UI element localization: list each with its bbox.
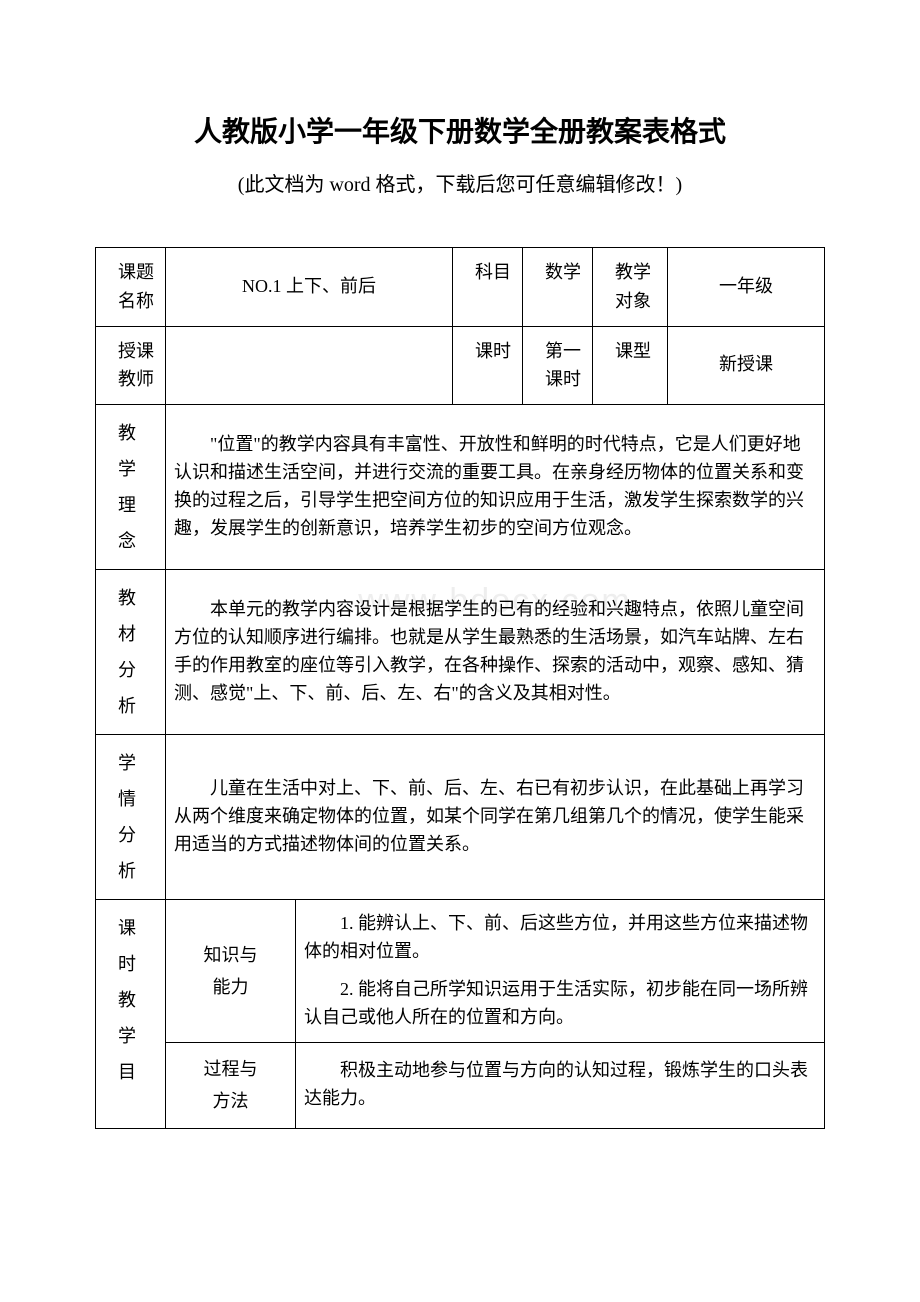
label-knowledge: 知识与 能力: [166, 900, 296, 1043]
label-period: 课时: [453, 326, 523, 405]
label-goals: 课 时 教 学 目: [96, 900, 166, 1128]
label-concept: 教 学 理 念: [96, 405, 166, 570]
label-type: 课型: [593, 326, 668, 405]
value-audience: 一年级: [668, 248, 825, 327]
value-concept: "位置"的教学内容具有丰富性、开放性和鲜明的时代特点，它是人们更好地认识和描述生…: [166, 405, 825, 570]
value-topic: NO.1 上下、前后: [166, 248, 453, 327]
table-row: 教 学 理 念 "位置"的教学内容具有丰富性、开放性和鲜明的时代特点，它是人们更…: [96, 405, 825, 570]
table-row: 课 时 教 学 目 知识与 能力 1. 能辨认上、下、前、后这些方位，并用这些方…: [96, 900, 825, 1043]
table-row: 学 情 分 析 儿童在生活中对上、下、前、后、左、右已有初步认识，在此基础上再学…: [96, 735, 825, 900]
label-audience: 教学对象: [593, 248, 668, 327]
label-teacher: 授课教师: [96, 326, 166, 405]
table-row: 授课教师 课时 第一课时 课型 新授课: [96, 326, 825, 405]
page-subtitle: (此文档为 word 格式，下载后您可任意编辑修改！): [95, 168, 825, 197]
value-material: www bdocx com 本单元的教学内容设计是根据学生的已有的经验和兴趣特点…: [166, 570, 825, 735]
label-topic: 课题名称: [96, 248, 166, 327]
label-subject: 科目: [453, 248, 523, 327]
value-student: 儿童在生活中对上、下、前、后、左、右已有初步认识，在此基础上再学习从两个维度来确…: [166, 735, 825, 900]
label-material: 教 材 分 析: [96, 570, 166, 735]
lesson-plan-table: 课题名称 NO.1 上下、前后 科目 数学 教学对象 一年级 授课教师 课时 第…: [95, 247, 825, 1129]
table-row: 过程与 方法 积极主动地参与位置与方向的认知过程，锻炼学生的口头表达能力。: [96, 1042, 825, 1128]
table-row: 课题名称 NO.1 上下、前后 科目 数学 教学对象 一年级: [96, 248, 825, 327]
page-title: 人教版小学一年级下册数学全册教案表格式: [95, 110, 825, 150]
value-teacher: [166, 326, 453, 405]
label-process: 过程与 方法: [166, 1042, 296, 1128]
value-subject: 数学: [523, 248, 593, 327]
value-type: 新授课: [668, 326, 825, 405]
value-knowledge: 1. 能辨认上、下、前、后这些方位，并用这些方位来描述物体的相对位置。 2. 能…: [296, 900, 825, 1043]
label-student: 学 情 分 析: [96, 735, 166, 900]
table-row: 教 材 分 析 www bdocx com 本单元的教学内容设计是根据学生的已有…: [96, 570, 825, 735]
value-process: 积极主动地参与位置与方向的认知过程，锻炼学生的口头表达能力。: [296, 1042, 825, 1128]
value-period: 第一课时: [523, 326, 593, 405]
